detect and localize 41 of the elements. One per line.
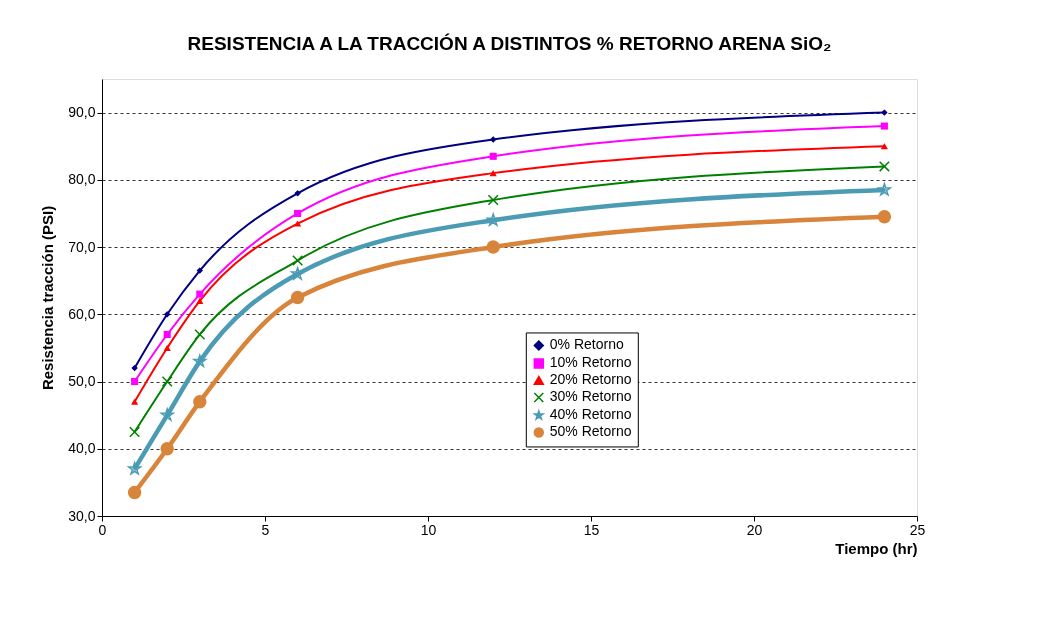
legend-label: 0% Retorno [549, 336, 624, 353]
y-tick-label: 90,0 [68, 104, 96, 121]
x-tick-label: 5 [261, 521, 270, 538]
x-tick-label: 25 [909, 521, 926, 538]
x-axis-title: Tiempo (hr) [835, 539, 918, 557]
legend-label: 20% Retorno [549, 371, 632, 388]
point [160, 442, 174, 456]
point [292, 255, 304, 267]
legend-label: 50% Retorno [549, 423, 632, 440]
point [877, 183, 891, 196]
y-tick-label: 50,0 [68, 373, 96, 390]
point [878, 160, 890, 172]
point [194, 328, 206, 340]
point [877, 210, 892, 224]
point [193, 354, 207, 368]
point [193, 395, 207, 409]
point [486, 213, 500, 226]
point [486, 240, 500, 254]
y-tick-label: 30,0 [68, 507, 96, 524]
y-axis-title: Resistencia tracción (PSI) [39, 205, 57, 391]
point [129, 426, 141, 438]
legend-label: 40% Retorno [549, 406, 632, 423]
point [294, 190, 301, 197]
point [127, 485, 142, 500]
y-tick-label: 40,0 [68, 440, 96, 457]
x-tick-label: 0 [98, 521, 107, 538]
point [160, 408, 174, 421]
point [290, 290, 305, 305]
chart-title: RESISTENCIA A LA TRACCIÓN A DISTINTOS % RETORNO ARENA SiO₂ [187, 33, 832, 54]
y-tick-label: 70,0 [68, 238, 96, 255]
legend-label: 30% Retorno [549, 388, 632, 405]
x-tick-label: 15 [583, 521, 600, 538]
legend-label: 10% Retorno [549, 354, 632, 371]
point [881, 109, 888, 116]
x-tick-label: 10 [420, 521, 437, 538]
y-tick-label: 80,0 [68, 171, 96, 188]
point [487, 194, 499, 206]
point [161, 376, 173, 388]
point [128, 462, 142, 475]
y-tick-label: 60,0 [68, 305, 96, 322]
x-tick-label: 20 [746, 521, 763, 538]
